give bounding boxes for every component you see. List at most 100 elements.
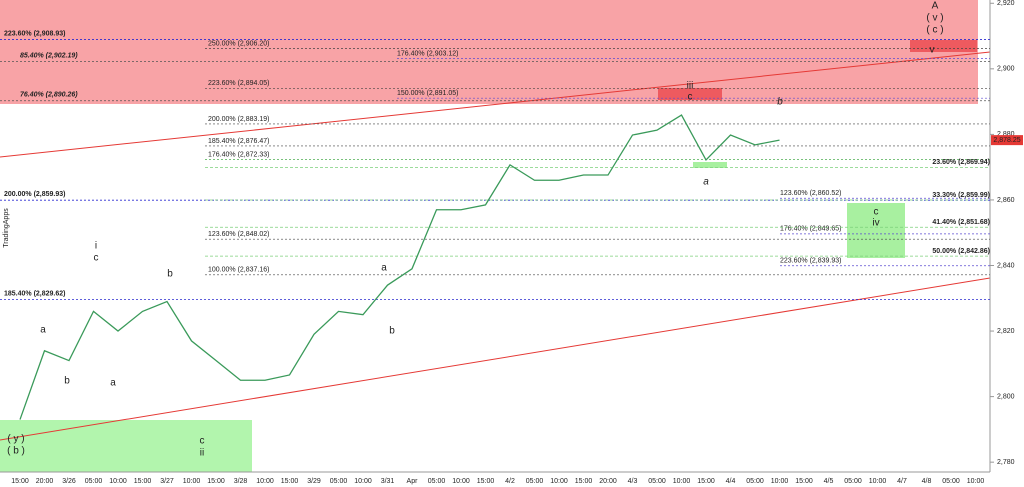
x-tick-label: 10:00: [109, 478, 127, 485]
x-tick-label: 15:00: [134, 478, 152, 485]
x-tick-label: 10:00: [869, 478, 887, 485]
wave-label: ii: [200, 448, 204, 459]
x-tick-label: 4/2: [505, 478, 515, 485]
wave-label: b: [167, 269, 173, 280]
level-label: 100.00% (2,837.16): [208, 267, 270, 274]
wave-label: a: [381, 263, 387, 274]
wave-label: c: [94, 253, 99, 264]
y-tick-label: 2,840: [997, 262, 1015, 269]
x-tick-label: 10:00: [183, 478, 201, 485]
x-tick-label: 10:00: [550, 478, 568, 485]
x-tick-label: 05:00: [648, 478, 666, 485]
x-tick-label: 05:00: [85, 478, 103, 485]
level-label: 50.00% (2,842.86): [932, 248, 990, 255]
x-tick-label: 4/8: [922, 478, 932, 485]
wave-label: ( y ): [7, 434, 24, 445]
wave-label: iii: [687, 81, 694, 92]
y-tick-label: 2,900: [997, 66, 1015, 73]
level-label: 176.40% (2,872.33): [208, 151, 270, 158]
y-tick-label: 2,880: [997, 131, 1015, 138]
level-label: 23.60% (2,869.94): [932, 159, 990, 166]
level-label: 223.60% (2,894.05): [208, 80, 270, 87]
x-tick-label: 3/26: [62, 478, 76, 485]
level-label: 200.00% (2,859.93): [4, 191, 66, 198]
wave-label: i: [95, 241, 97, 252]
x-tick-label: 10:00: [354, 478, 372, 485]
x-tick-label: 15:00: [477, 478, 495, 485]
x-tick-label: 10:00: [256, 478, 274, 485]
x-tick-label: 10:00: [673, 478, 691, 485]
x-tick-label: 3/28: [234, 478, 248, 485]
level-label: 200.00% (2,883.19): [208, 116, 270, 123]
wave-label: a: [110, 378, 116, 389]
trend-line: [0, 277, 991, 441]
wave-label: c: [874, 207, 879, 218]
x-tick-label: Apr: [407, 478, 419, 485]
y-tick-label: 2,800: [997, 393, 1015, 400]
x-tick-label: 4/7: [897, 478, 907, 485]
target-zone: [847, 203, 905, 258]
support-zone: [0, 420, 252, 472]
wave-label: a: [40, 325, 46, 336]
x-tick-label: 10:00: [967, 478, 985, 485]
watermark: TradingApps: [3, 208, 10, 248]
wave-label: b: [389, 326, 395, 337]
wave-label: v: [930, 45, 935, 56]
x-tick-label: 4/3: [628, 478, 638, 485]
x-tick-label: 05:00: [942, 478, 960, 485]
level-label: 41.40% (2,851.68): [932, 219, 990, 226]
x-tick-label: 15:00: [281, 478, 299, 485]
x-tick-label: 15:00: [795, 478, 813, 485]
wave-label: c: [688, 92, 693, 103]
x-tick-label: 05:00: [330, 478, 348, 485]
level-label: 150.00% (2,891.05): [397, 90, 459, 97]
wave-label: iv: [872, 218, 879, 229]
x-tick-label: 05:00: [428, 478, 446, 485]
level-label: 33.30% (2,859.99): [932, 192, 990, 199]
level-label: 223.60% (2,839.93): [780, 258, 842, 265]
wave-label: b: [64, 376, 70, 387]
x-tick-label: 20:00: [599, 478, 617, 485]
x-tick-label: 10:00: [452, 478, 470, 485]
wave-label: b: [777, 97, 783, 108]
x-tick-label: 15:00: [11, 478, 29, 485]
marker-zone: [658, 88, 722, 100]
y-tick-label: 2,860: [997, 197, 1015, 204]
x-tick-label: 4/5: [824, 478, 834, 485]
x-tick-label: 05:00: [526, 478, 544, 485]
wave-label: ( b ): [7, 446, 25, 457]
level-label: 185.40% (2,829.62): [4, 290, 66, 297]
last-price-tag: [991, 135, 1023, 146]
x-tick-label: 3/27: [160, 478, 174, 485]
wave-label: a: [703, 177, 709, 188]
x-tick-label: 15:00: [697, 478, 715, 485]
y-tick-label: 2,820: [997, 328, 1015, 335]
x-tick-label: 05:00: [844, 478, 862, 485]
trend-line: [0, 51, 991, 158]
x-tick-label: 3/31: [381, 478, 395, 485]
resistance-zone: [0, 0, 978, 104]
level-label: 185.40% (2,876.47): [208, 138, 270, 145]
level-label: 76.40% (2,890.26): [20, 92, 78, 99]
price-line: [19, 114, 780, 420]
x-tick-label: 15:00: [575, 478, 593, 485]
wave-label: ( v ): [926, 13, 943, 24]
marker-zone: [910, 40, 977, 52]
y-tick-label: 2,920: [997, 0, 1015, 7]
level-label: 123.60% (2,860.52): [780, 190, 842, 197]
x-tick-label: 3/29: [307, 478, 321, 485]
x-tick-label: 20:00: [36, 478, 54, 485]
level-label: 223.60% (2,908.93): [4, 30, 66, 37]
level-label: 123.60% (2,848.02): [208, 231, 270, 238]
x-tick-label: 4/4: [726, 478, 736, 485]
x-tick-label: 10:00: [771, 478, 789, 485]
level-label: 176.40% (2,849.65): [780, 226, 842, 233]
level-label: 85.40% (2,902.19): [20, 52, 78, 59]
wave-label: A: [932, 1, 939, 12]
last-price-label: 2,878.25: [993, 137, 1020, 144]
x-tick-label: 15:00: [207, 478, 225, 485]
level-label: 250.00% (2,906.20): [208, 40, 270, 47]
wave-label: ( c ): [926, 25, 943, 36]
level-label: 176.40% (2,903.12): [397, 50, 459, 57]
